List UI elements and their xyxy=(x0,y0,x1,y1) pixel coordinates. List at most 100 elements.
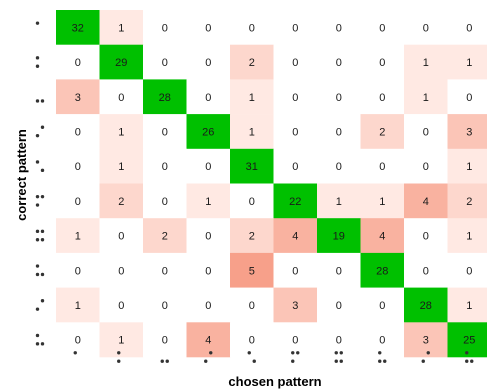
y-axis-ticks xyxy=(35,21,45,346)
y-tick-pattern xyxy=(35,194,45,207)
cell-value-label: 0 xyxy=(205,57,211,69)
heatmap-cell xyxy=(143,287,187,323)
cell-value-label: 28 xyxy=(420,300,432,312)
cell-value-label: 0 xyxy=(292,57,298,69)
cell-value-label: 29 xyxy=(115,57,127,69)
tick-dot xyxy=(35,194,40,199)
y-tick-pattern xyxy=(35,333,45,346)
heatmap-cell xyxy=(404,183,448,219)
cell-value-label: 0 xyxy=(423,22,429,34)
x-tick-pattern xyxy=(378,351,387,363)
tick-dot xyxy=(40,299,45,303)
cell-value-label: 32 xyxy=(72,22,84,34)
heatmap-cell xyxy=(273,114,318,150)
cell-value-label: 0 xyxy=(75,161,81,173)
heatmap-cell xyxy=(447,218,487,254)
cell-value-label: 0 xyxy=(292,126,298,138)
heatmap-cell xyxy=(143,252,187,288)
heatmap-cell xyxy=(447,79,487,115)
tick-dot xyxy=(339,359,343,363)
cell-value-label: 31 xyxy=(246,161,258,173)
cell-labels: 32 1 0 0 0 0 0 0 0 00 29 0 0 2 0 0 0 1 13 0 28 0 1 0 0 0 1 00 1 0 26 1 0… xyxy=(72,22,476,346)
cell-value-label: 26 xyxy=(202,126,214,138)
heatmap-cell xyxy=(360,79,405,115)
x-tick-pattern xyxy=(334,351,343,363)
cell-value-label: 0 xyxy=(466,22,472,34)
y-tick-pattern xyxy=(35,99,45,103)
cell-value-label: 0 xyxy=(379,161,385,173)
cell-value-label: 0 xyxy=(466,92,472,104)
heatmap-cell xyxy=(186,183,231,219)
x-tick-pattern xyxy=(247,351,256,363)
heatmap-cell xyxy=(360,148,405,184)
tick-dot xyxy=(40,272,45,277)
cell-value-label: 0 xyxy=(379,22,385,34)
heatmap-cell xyxy=(447,183,487,219)
cell-value-label: 1 xyxy=(118,161,124,173)
heatmap-cell xyxy=(186,114,231,150)
heatmap-cell xyxy=(230,148,274,184)
heatmap-cell xyxy=(186,10,231,45)
cell-value-label: 0 xyxy=(292,335,298,347)
heatmap-cell xyxy=(447,10,487,45)
cell-value-label: 0 xyxy=(75,265,81,277)
tick-dot xyxy=(35,342,40,346)
tick-dot xyxy=(426,351,430,355)
tick-dot xyxy=(35,203,40,207)
heatmap-cell xyxy=(143,79,187,115)
cell-value-label: 1 xyxy=(466,231,472,243)
heatmap-cell xyxy=(360,252,405,288)
heatmap-cell xyxy=(56,44,100,80)
cell-value-label: 0 xyxy=(292,265,298,277)
heatmap-cell xyxy=(404,148,448,184)
cell-value-label: 5 xyxy=(249,265,255,277)
tick-dot xyxy=(40,125,45,129)
cell-value-label: 0 xyxy=(162,196,168,208)
cell-value-label: 1 xyxy=(466,57,472,69)
heatmap-cell xyxy=(99,218,144,254)
cell-value-label: 3 xyxy=(423,335,429,347)
tick-dot xyxy=(35,333,40,338)
cell-value-label: 0 xyxy=(336,126,342,138)
heatmap-cell xyxy=(99,10,144,45)
heatmap-cell xyxy=(143,218,187,254)
heatmap-cell xyxy=(143,114,187,150)
cell-value-label: 2 xyxy=(466,196,472,208)
cell-value-label: 3 xyxy=(75,92,81,104)
cell-value-label: 0 xyxy=(249,335,255,347)
y-axis-label: correct pattern xyxy=(14,129,29,221)
heatmap-cell xyxy=(56,10,100,45)
tick-dot xyxy=(35,264,40,268)
heatmap-cell xyxy=(230,114,274,150)
cell-value-label: 0 xyxy=(336,92,342,104)
cell-value-label: 0 xyxy=(336,265,342,277)
heatmap-cell xyxy=(273,218,318,254)
heatmap-cell xyxy=(360,218,405,254)
cell-value-label: 4 xyxy=(423,196,429,208)
cell-value-label: 0 xyxy=(162,126,168,138)
cell-value-label: 22 xyxy=(289,196,301,208)
cell-value-label: 2 xyxy=(118,196,124,208)
heatmap-cell xyxy=(143,183,187,219)
tick-dot xyxy=(117,359,121,363)
y-tick-pattern xyxy=(35,56,40,68)
tick-dot xyxy=(291,359,295,363)
cell-value-label: 1 xyxy=(466,161,472,173)
heatmap-cell xyxy=(404,114,448,150)
y-tick-pattern xyxy=(35,264,45,277)
cell-value-label: 1 xyxy=(423,92,429,104)
heatmap-cell xyxy=(56,148,100,184)
cell-value-label: 0 xyxy=(162,57,168,69)
tick-dot xyxy=(247,351,251,355)
cell-value-label: 2 xyxy=(162,231,168,243)
heatmap-cell xyxy=(99,114,144,150)
cell-value-label: 0 xyxy=(205,265,211,277)
cell-value-label: 0 xyxy=(423,231,429,243)
cell-value-label: 0 xyxy=(336,300,342,312)
cell-value-label: 0 xyxy=(205,92,211,104)
cell-value-label: 0 xyxy=(423,161,429,173)
heatmap-cell xyxy=(317,114,361,150)
heatmap-cell xyxy=(230,218,274,254)
tick-dot xyxy=(165,359,169,363)
